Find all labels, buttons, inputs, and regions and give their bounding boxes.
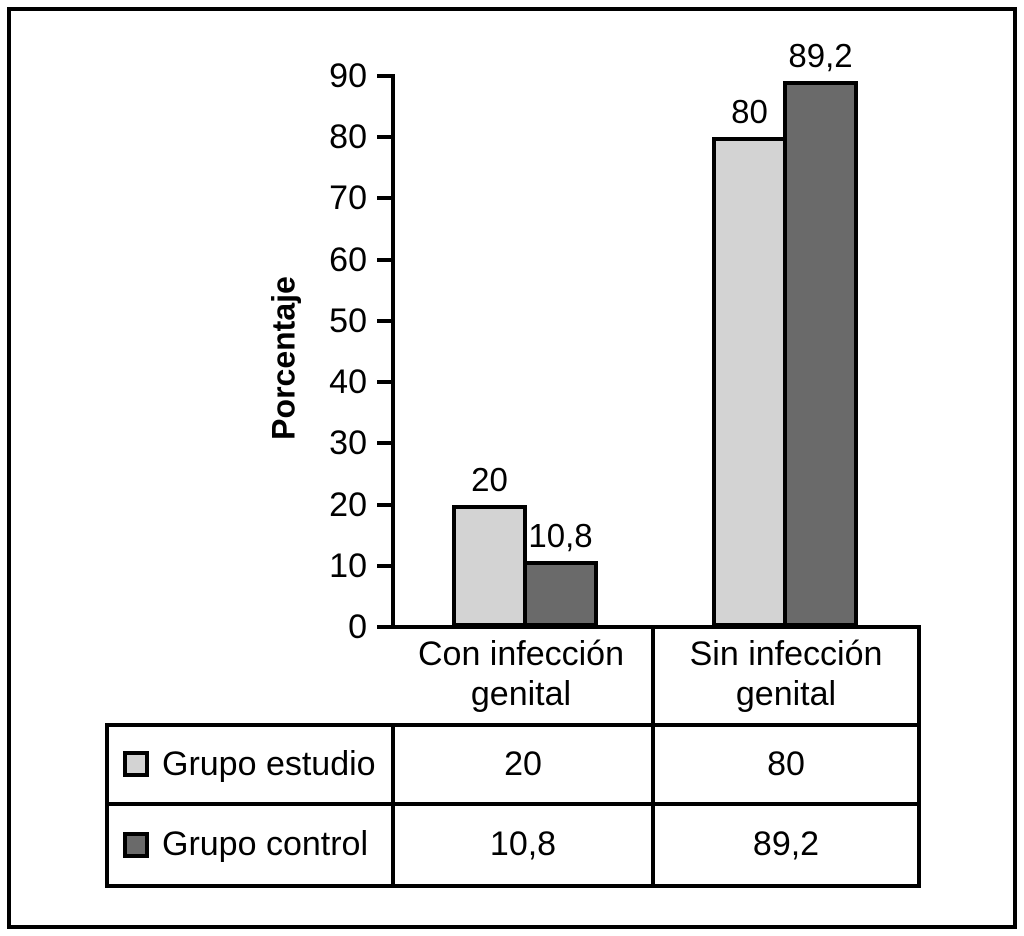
y-tick-label: 70	[329, 179, 367, 217]
y-tick-mark	[377, 74, 391, 78]
y-tick: 50	[329, 304, 391, 338]
y-axis-line	[391, 74, 395, 723]
y-tick-mark	[377, 196, 391, 200]
legend-label: Grupo control	[162, 825, 368, 864]
y-tick: 0	[348, 610, 391, 644]
table-cell: 20	[395, 727, 655, 806]
y-tick: 20	[329, 488, 391, 522]
bar-grupo-control	[523, 561, 598, 627]
y-tick-label: 60	[329, 241, 367, 279]
x-axis-category-row: Con infección genital Sin infección geni…	[391, 625, 921, 723]
y-tick: 80	[329, 120, 391, 154]
bar-item: 10,8	[523, 519, 598, 627]
y-tick: 10	[329, 549, 391, 583]
bar-value-label: 10,8	[528, 517, 593, 554]
bar-grupo-estudio	[712, 137, 787, 627]
legend-data-table: Grupo estudio 20 80 Grupo control 10,8 8…	[105, 723, 921, 888]
y-tick-label: 20	[329, 486, 367, 524]
y-tick: 30	[329, 426, 391, 460]
legend-swatch-grupo-control	[123, 831, 149, 858]
bar-group-sin-infeccion: 80 89,2	[712, 39, 858, 627]
bar-group-con-infeccion: 20 10,8	[452, 463, 598, 627]
y-tick-mark	[377, 135, 391, 139]
table-cell: 89,2	[752, 825, 820, 864]
y-tick-label: 90	[329, 57, 367, 95]
table-cell: 10,8	[395, 805, 655, 884]
y-tick-label: 80	[329, 118, 367, 156]
bar-value-label: 80	[731, 93, 768, 130]
bar-grupo-control	[783, 81, 858, 627]
y-tick-label: 50	[329, 302, 367, 340]
bar-item: 80	[712, 95, 787, 627]
legend-row-grupo-estudio: Grupo estudio	[109, 727, 395, 806]
y-tick: 60	[329, 243, 391, 277]
y-tick-mark	[377, 441, 391, 445]
y-tick: 40	[329, 365, 391, 399]
y-tick-mark	[377, 564, 391, 568]
y-tick-mark	[377, 625, 391, 629]
y-axis-ticks: 90 80 70 60 50 40 30 20 10 0	[270, 0, 391, 936]
y-tick-label: 10	[329, 547, 367, 585]
legend-swatch-grupo-estudio	[123, 751, 149, 778]
bar-grupo-estudio	[452, 505, 527, 627]
y-tick-label: 40	[329, 363, 367, 401]
y-tick-label: 30	[329, 424, 367, 462]
table-cell: 80	[655, 727, 917, 806]
legend-row-grupo-control: Grupo control	[109, 805, 395, 884]
x-category-label: Sin infección genital	[689, 634, 883, 713]
y-tick-mark	[377, 380, 391, 384]
x-category-label: Con infección genital	[391, 629, 655, 723]
bar-item: 20	[452, 463, 527, 627]
y-tick-mark	[377, 319, 391, 323]
y-tick: 90	[329, 59, 391, 93]
bar-value-label: 89,2	[788, 37, 853, 74]
y-tick-label: 0	[348, 608, 367, 646]
bar-item: 89,2	[783, 39, 858, 627]
y-tick-mark	[377, 258, 391, 262]
legend-label: Grupo estudio	[162, 744, 376, 783]
y-tick-mark	[377, 503, 391, 507]
y-tick: 70	[329, 181, 391, 215]
bar-value-label: 20	[471, 461, 508, 498]
